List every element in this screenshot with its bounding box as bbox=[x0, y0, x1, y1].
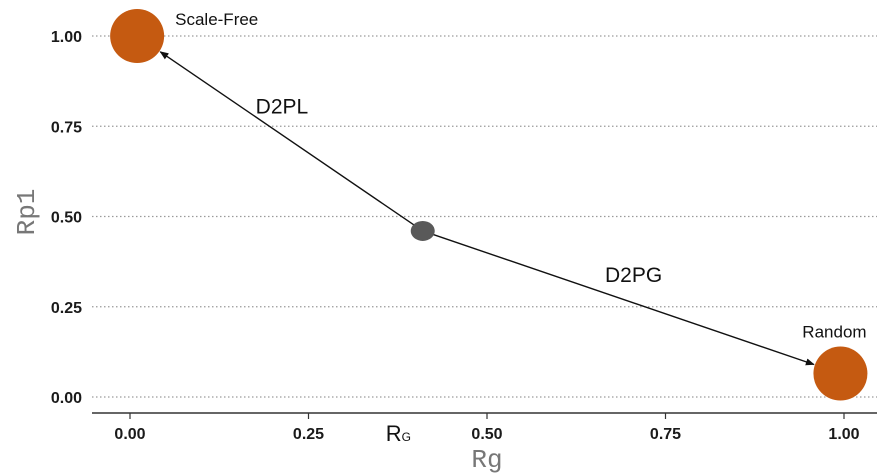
arrow-d2pl bbox=[159, 51, 424, 232]
y-tick-label: 0.25 bbox=[51, 300, 82, 317]
x-tick-labels: 0.00 0.25 0.50 0.75 1.00 bbox=[114, 413, 860, 443]
arrows: D2PL D2PG bbox=[159, 51, 815, 366]
y-tick-labels: 0.00 0.25 0.50 0.75 1.00 bbox=[51, 29, 82, 407]
y-tick-label: 0.75 bbox=[51, 119, 82, 136]
point-labels: Scale-Free Random bbox=[175, 10, 866, 342]
x-tick-label: 0.75 bbox=[650, 426, 681, 443]
y-tick-label: 0.50 bbox=[51, 210, 82, 227]
arrow-label-d2pg: D2PG bbox=[605, 264, 662, 287]
point-random bbox=[813, 346, 868, 401]
arrow-label-d2pl: D2PL bbox=[256, 95, 309, 118]
arrow-d2pg bbox=[422, 230, 815, 366]
x-tick-label: 0.50 bbox=[471, 426, 502, 443]
y-tick-label: 1.00 bbox=[51, 29, 82, 46]
points bbox=[110, 9, 868, 401]
point-scale-free bbox=[110, 9, 165, 63]
rg-annotation: RG bbox=[386, 421, 411, 446]
y-tick-label: 0.00 bbox=[51, 390, 82, 407]
x-tick-label: 0.00 bbox=[114, 426, 145, 443]
grid-lines bbox=[92, 35, 877, 398]
rg-annotation-sub: G bbox=[402, 430, 411, 444]
y-axis-title: Rp1 bbox=[12, 189, 42, 236]
x-tick-label: 0.25 bbox=[293, 426, 324, 443]
x-tick-label: 1.00 bbox=[828, 426, 859, 443]
point-label-scale-free: Scale-Free bbox=[175, 10, 258, 29]
point-intermediate bbox=[410, 220, 435, 241]
point-label-random: Random bbox=[802, 323, 866, 342]
x-axis-title: Rg bbox=[471, 445, 502, 473]
rg-annotation-main: R bbox=[386, 421, 402, 446]
